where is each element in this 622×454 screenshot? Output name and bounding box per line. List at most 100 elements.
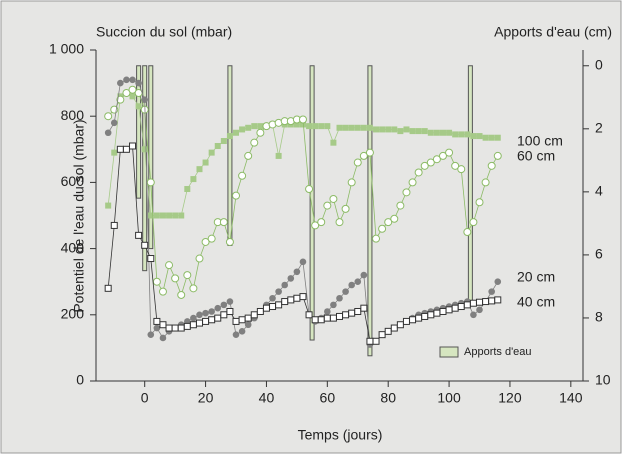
marker: [293, 294, 301, 302]
marker: [141, 96, 148, 103]
marker: [129, 142, 137, 150]
marker: [323, 314, 331, 322]
marker: [250, 138, 259, 147]
marker: [396, 201, 405, 210]
marker: [135, 231, 143, 239]
marker: [177, 290, 186, 299]
marker: [146, 178, 155, 187]
marker: [202, 159, 209, 166]
marker: [159, 321, 167, 329]
marker: [171, 274, 180, 283]
marker: [463, 301, 471, 309]
marker: [409, 316, 417, 324]
marker: [158, 287, 167, 296]
marker: [147, 255, 155, 263]
marker: [366, 124, 373, 131]
marker: [269, 303, 277, 311]
marker: [469, 218, 478, 227]
marker: [476, 306, 483, 314]
marker: [403, 126, 410, 133]
marker: [165, 324, 173, 332]
marker: [166, 212, 173, 219]
marker: [330, 301, 337, 309]
marker: [195, 319, 203, 327]
marker: [433, 309, 441, 317]
marker: [220, 311, 228, 319]
y2-tick-label: 0: [595, 56, 603, 72]
marker: [214, 142, 221, 149]
marker: [153, 212, 160, 219]
marker: [427, 129, 434, 136]
marker: [269, 294, 276, 302]
marker: [378, 331, 386, 339]
marker: [201, 237, 210, 246]
marker: [208, 316, 216, 324]
marker: [390, 214, 399, 223]
marker: [342, 288, 349, 295]
marker: [488, 288, 495, 295]
marker: [189, 321, 197, 329]
marker: [122, 89, 131, 98]
marker: [178, 212, 185, 219]
marker: [244, 314, 252, 322]
marker: [117, 79, 124, 87]
marker: [226, 307, 234, 315]
marker: [184, 186, 191, 193]
marker: [476, 298, 484, 306]
y-tick-label: 1 000: [49, 41, 84, 57]
marker: [298, 115, 307, 124]
marker: [432, 155, 441, 164]
x-tick-label: 0: [141, 390, 149, 406]
marker: [494, 296, 502, 304]
marker: [317, 218, 326, 227]
marker: [457, 303, 465, 311]
y-tick-label: 200: [61, 306, 85, 322]
y-axis-label: Potentiel de l'eau du sol (mbar): [71, 119, 87, 312]
marker: [190, 176, 197, 183]
marker: [147, 331, 155, 338]
marker: [251, 123, 258, 130]
marker: [299, 121, 306, 128]
marker: [348, 309, 356, 317]
marker: [409, 128, 416, 135]
marker: [207, 234, 216, 243]
marker: [172, 212, 179, 219]
marker: [135, 103, 142, 110]
marker: [481, 178, 490, 187]
marker: [257, 123, 264, 130]
marker: [494, 278, 502, 286]
marker: [324, 308, 331, 315]
marker: [262, 304, 270, 312]
marker: [153, 324, 161, 332]
marker: [104, 129, 112, 137]
marker: [402, 188, 411, 197]
left-axis-title: Succion du sol (mbar): [96, 24, 232, 40]
marker: [110, 119, 118, 127]
marker: [190, 314, 197, 322]
marker: [239, 126, 246, 133]
marker: [122, 145, 130, 153]
marker: [354, 307, 362, 315]
marker: [159, 334, 167, 342]
marker: [482, 134, 489, 141]
marker: [379, 126, 386, 133]
marker: [104, 284, 112, 292]
marker: [225, 237, 234, 246]
marker: [208, 308, 215, 315]
marker: [457, 165, 466, 174]
marker: [323, 201, 332, 210]
marker: [329, 314, 337, 322]
marker: [493, 151, 502, 160]
marker: [196, 311, 203, 319]
marker: [420, 161, 429, 170]
marker: [438, 151, 447, 160]
marker: [445, 306, 453, 314]
marker: [275, 288, 282, 295]
marker: [238, 171, 247, 180]
y2-tick-label: 4: [595, 183, 603, 199]
marker: [256, 307, 264, 315]
marker: [415, 128, 422, 135]
marker: [324, 123, 331, 130]
marker: [421, 312, 429, 320]
marker: [195, 254, 204, 263]
